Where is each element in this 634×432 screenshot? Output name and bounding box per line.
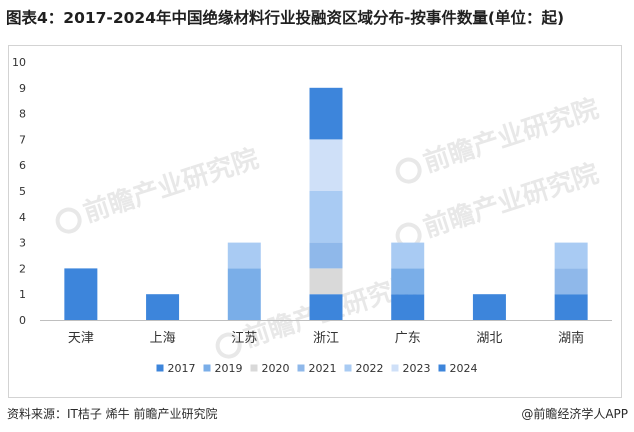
chart-title: 图表4：2017-2024年中国绝缘材料行业投融资区域分布-按事件数量(单位：起… (6, 9, 565, 27)
x-tick-label: 浙江 (313, 331, 339, 346)
y-tick-label: 0 (19, 314, 26, 327)
legend-label: 2022 (356, 362, 384, 375)
bar-segment (554, 242, 588, 269)
bar-segment (227, 268, 261, 320)
y-tick-label: 5 (19, 185, 26, 198)
x-tick-label: 上海 (150, 331, 176, 346)
bar-segment (309, 294, 343, 320)
bar-segment (391, 268, 425, 295)
y-tick-label: 6 (19, 159, 26, 172)
y-tick-label: 4 (19, 211, 26, 224)
x-tick-label: 江苏 (231, 330, 257, 346)
x-tick-label: 天津 (68, 331, 94, 346)
credit-note: @前瞻经济学人APP (521, 407, 628, 421)
legend-label: 2020 (262, 362, 290, 375)
x-tick-label: 湖北 (476, 331, 502, 346)
y-tick-label: 3 (19, 237, 26, 250)
y-tick-label: 9 (19, 82, 26, 95)
legend-label: 2021 (309, 362, 337, 375)
y-tick-label: 7 (19, 133, 26, 146)
legend-swatch (156, 364, 164, 372)
chart-frame (8, 45, 622, 398)
legend-swatch (344, 364, 352, 372)
legend-swatch (297, 364, 305, 372)
legend-swatch (203, 364, 211, 372)
bar-segment (309, 268, 343, 295)
bar-segment (64, 268, 98, 320)
legend-label: 2017 (168, 362, 196, 375)
bar-segment (309, 191, 343, 243)
x-tick-label: 广东 (395, 331, 421, 346)
bar-segment (309, 139, 343, 191)
y-tick-label: 2 (19, 262, 26, 275)
legend-label: 2024 (450, 362, 478, 375)
y-tick-label: 10 (12, 56, 26, 69)
bar-segment (391, 242, 425, 269)
legend-swatch (391, 364, 399, 372)
legend-label: 2023 (403, 362, 431, 375)
legend-label: 2019 (215, 362, 243, 375)
bar-segment (146, 294, 180, 320)
legend-swatch (438, 364, 446, 372)
bar-segment (309, 242, 343, 269)
bar-segment (227, 242, 261, 269)
y-tick-label: 1 (19, 288, 26, 301)
bar-segment (309, 87, 343, 140)
legend-swatch (250, 364, 258, 372)
y-tick-label: 8 (19, 108, 26, 121)
bar-segment (472, 294, 506, 320)
source-note: 资料来源：IT桔子 烯牛 前瞻产业研究院 (7, 407, 218, 421)
x-tick-label: 湖南 (558, 330, 584, 346)
bar-segment (554, 268, 588, 295)
bar-segment (391, 294, 425, 320)
bar-segment (554, 294, 588, 320)
